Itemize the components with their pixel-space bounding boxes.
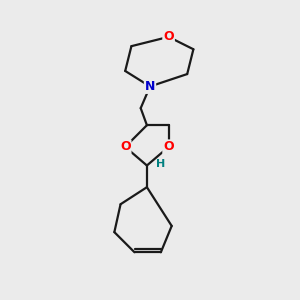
Text: O: O [120,140,130,153]
Text: O: O [163,140,174,153]
Text: O: O [163,30,174,44]
Text: N: N [145,80,155,93]
Text: H: H [156,159,166,169]
